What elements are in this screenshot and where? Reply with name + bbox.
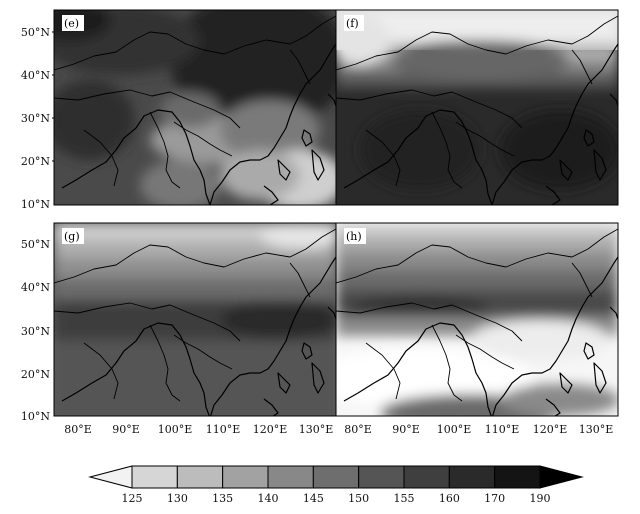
panel-f: (f) (335, 9, 619, 206)
lat-axis-bottom: 50°N 40°N 30°N 20°N 10°N (21, 238, 50, 423)
panel-label-h: (h) (346, 230, 362, 243)
lat-tick: 40°N (21, 281, 50, 294)
lat-tick: 20°N (21, 368, 50, 381)
colorbar-label: 140 (258, 492, 279, 505)
colorbar-swatch (448, 465, 496, 489)
lon-tick: 100°E (437, 423, 472, 436)
colorbar-label: 170 (484, 492, 505, 505)
colorbar-label: 145 (303, 492, 324, 505)
lon-tick: 110°E (485, 423, 520, 436)
lat-tick: 30°N (21, 112, 50, 125)
lon-tick: 110°E (206, 423, 241, 436)
lon-tick: 90°E (112, 423, 140, 436)
colorbar-label: 150 (348, 492, 369, 505)
lon-tick: 120°E (253, 423, 288, 436)
lon-tick: 130°E (579, 423, 614, 436)
lat-tick: 20°N (21, 155, 50, 168)
colorbar-swatch (494, 465, 541, 489)
colorbar-swatch (176, 465, 224, 489)
lon-tick: 130°E (299, 423, 334, 436)
lon-tick: 100°E (158, 423, 193, 436)
lat-tick: 30°N (21, 325, 50, 338)
lon-tick: 80°E (344, 423, 372, 436)
lon-tick: 90°E (392, 423, 420, 436)
lon-axis-left: 80°E 90°E 100°E 110°E 120°E 130°E (64, 423, 333, 436)
lon-tick: 120°E (533, 423, 568, 436)
colorbar-label: 130 (167, 492, 188, 505)
colorbar-swatch (358, 465, 405, 489)
colorbar-swatch (312, 465, 360, 489)
lon-axis-right: 80°E 90°E 100°E 110°E 120°E 130°E (344, 423, 613, 436)
lat-axis-top: 50°N 40°N 30°N 20°N 10°N (21, 26, 54, 211)
lat-tick: 50°N (21, 26, 50, 39)
lat-tick: 10°N (21, 198, 50, 211)
colorbar-label: 160 (439, 492, 460, 505)
panel-label-g: (g) (64, 230, 80, 243)
colorbar-label: 155 (394, 492, 415, 505)
lat-tick: 50°N (21, 238, 50, 251)
panel-label-e: (e) (64, 17, 79, 30)
colorbar-label: 125 (122, 492, 143, 505)
colorbar-label: 190 (530, 492, 551, 505)
lat-tick: 10°N (21, 410, 50, 423)
panel-h: (h) (335, 222, 619, 417)
colorbar-max-arrow (539, 465, 584, 489)
colorbar-swatch (222, 465, 269, 489)
colorbar-label: 135 (212, 492, 233, 505)
colorbar-min-arrow (88, 465, 133, 489)
panel-g: (g) (53, 222, 337, 417)
colorbar: 125 130 135 140 145 150 155 160 170 190 (88, 465, 584, 505)
panel-e: (e) (53, 9, 337, 206)
colorbar-swatch (131, 465, 178, 489)
colorbar-swatch (403, 465, 450, 489)
colorbar-swatch (267, 465, 314, 489)
lat-tick: 40°N (21, 69, 50, 82)
lon-tick: 80°E (64, 423, 92, 436)
panel-label-f: (f) (346, 17, 359, 30)
